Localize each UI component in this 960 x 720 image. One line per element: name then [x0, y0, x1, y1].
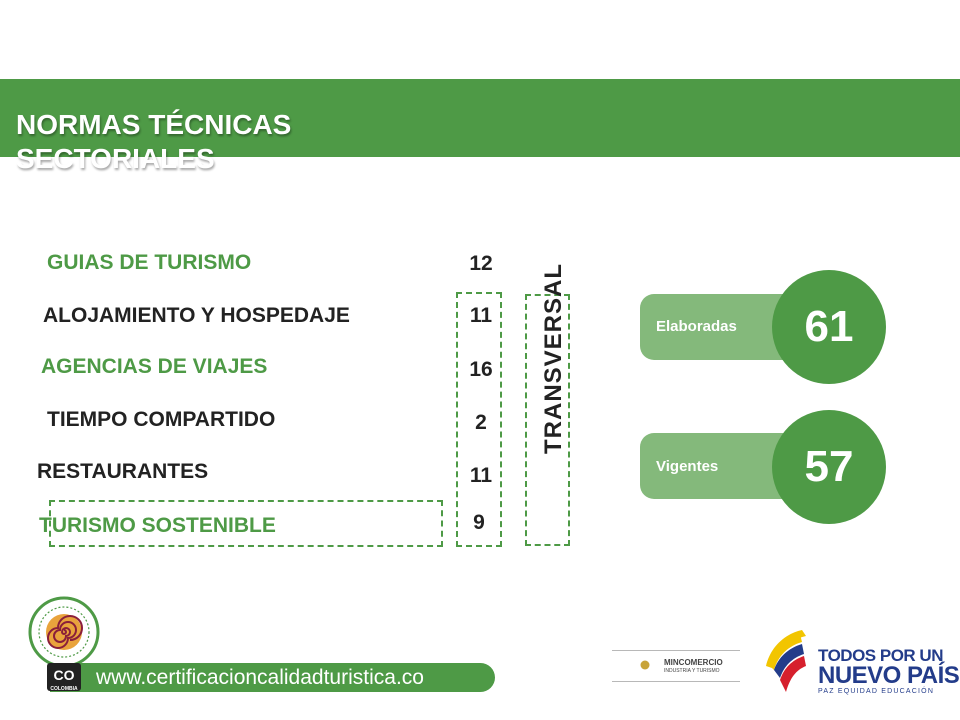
title-line-1: NORMAS TÉCNICAS	[16, 109, 292, 140]
colombia-co-badge: CO COLOMBIA	[47, 663, 81, 692]
page-title: NORMAS TÉCNICAS SECTORIALES	[16, 108, 291, 176]
sector-label: ALOJAMIENTO Y HOSPEDAJE	[43, 304, 350, 327]
ministry-logo: MINCOMERCIO INDUSTRIA Y TURISMO	[664, 658, 723, 675]
colombia-flag-icon	[766, 630, 806, 692]
transversal-label: TRANSVERSAL	[540, 262, 567, 454]
sector-count: 16	[469, 358, 493, 381]
title-banner	[0, 79, 960, 157]
sector-count: 2	[475, 411, 487, 434]
sector-count: 9	[473, 511, 485, 534]
sector-label: TURISMO SOSTENIBLE	[39, 514, 276, 537]
elaboradas-label: Elaboradas	[656, 318, 737, 335]
vigentes-label: Vigentes	[656, 458, 719, 475]
sostenible-dashed-box	[49, 500, 443, 547]
sector-label: AGENCIAS DE VIAJES	[41, 355, 268, 378]
sector-label: GUIAS DE TURISMO	[47, 251, 252, 274]
sector-count: 12	[469, 252, 493, 275]
sector-count: 11	[469, 304, 493, 327]
slogan-line-2: NUEVO PAÍS	[818, 662, 960, 689]
coat-of-arms-icon	[640, 660, 650, 670]
title-line-2: SECTORIALES	[16, 143, 215, 174]
sector-count: 11	[469, 464, 493, 487]
slogan-line-1: TODOS POR UN	[818, 646, 943, 665]
url-bar	[50, 663, 495, 692]
counts-dashed-box	[456, 292, 502, 547]
elaboradas-value: 61	[772, 270, 886, 384]
sector-label: RESTAURANTES	[37, 460, 209, 483]
vigentes-value: 57	[772, 410, 886, 524]
ministry-logo-frame	[612, 650, 740, 682]
transversal-dashed-box	[525, 294, 570, 546]
slogan-line-3: PAZ EQUIDAD EDUCACIÓN	[818, 688, 935, 695]
website-link[interactable]: www.certificacioncalidadturistica.co	[96, 666, 424, 689]
quality-seal-icon	[28, 596, 100, 668]
sector-label: TIEMPO COMPARTIDO	[47, 408, 276, 431]
